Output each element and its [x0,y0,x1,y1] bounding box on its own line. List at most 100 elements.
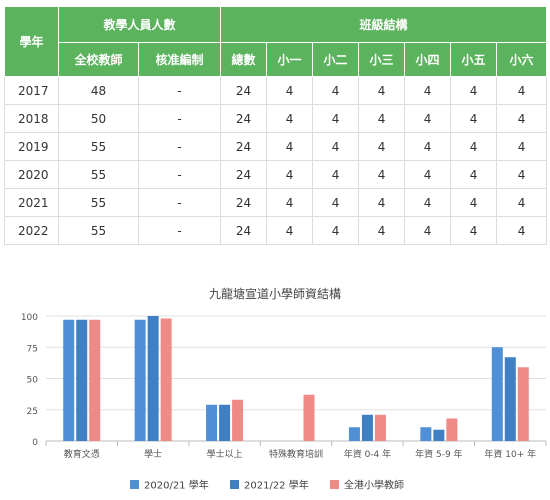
cell-p6: 4 [496,132,548,161]
cell-teachers: 48 [58,76,139,105]
cell-year: 2021 [4,188,59,217]
cell-p5: 4 [450,132,498,161]
y-tick-label: 100 [21,313,38,323]
table-row: 2022 55 - 24 4 4 4 4 4 4 [4,216,548,245]
cell-p4: 4 [404,76,452,105]
cell-p2: 4 [312,104,360,133]
bar [232,399,244,441]
cell-approved: - [138,216,222,245]
cell-p4: 4 [404,132,452,161]
cell-total-classes: 24 [220,132,268,161]
cell-p3: 4 [358,104,406,133]
cell-approved: - [138,104,222,133]
header-class-structure: 班級結構 [220,6,548,43]
cell-p2: 4 [312,188,360,217]
cell-year: 2019 [4,132,59,161]
teacher-qualification-chart: 九龍塘宣道小學師資結構 0 25 50 75 100 教育文憑 學士 學士以上 特殊教育培訓 年… [21,286,547,492]
header-p5: 小五 [450,42,498,77]
cell-p1: 4 [266,160,314,189]
cell-p2: 4 [312,216,360,245]
cell-p1: 4 [266,132,314,161]
cell-year: 2018 [4,104,59,133]
table-row: 2021 55 - 24 4 4 4 4 4 4 [4,188,548,217]
legend-label: 全港小學教師 [344,479,404,492]
y-tick-label: 0 [32,438,38,448]
cell-p5: 4 [450,216,498,245]
bar [206,404,218,441]
cell-p2: 4 [312,160,360,189]
table-row: 2020 55 - 24 4 4 4 4 4 4 [4,160,548,189]
cell-p6: 4 [496,188,548,217]
bar [361,414,373,441]
table-row: 2019 55 - 24 4 4 4 4 4 4 [4,132,548,161]
cell-p6: 4 [496,104,548,133]
header-p6: 小六 [496,42,548,77]
cell-p1: 4 [266,216,314,245]
bar [303,394,315,441]
legend-label: 2021/22 學年 [244,479,309,492]
cell-teachers: 55 [58,132,139,161]
table-row: 2017 48 - 24 4 4 4 4 4 4 [4,76,548,105]
header-total-teachers: 全校教師 [58,42,139,77]
cell-p5: 4 [450,104,498,133]
bar [433,429,445,441]
bar [517,367,529,441]
bar [147,316,159,441]
cell-p6: 4 [496,76,548,105]
bar [374,414,386,441]
cell-total-classes: 24 [220,76,268,105]
bar [160,318,172,441]
bar [76,319,88,441]
cell-p4: 4 [404,216,452,245]
cell-p3: 4 [358,216,406,245]
x-tick-label: 學士以上 [207,448,243,460]
cell-year: 2017 [4,76,59,105]
x-tick-label: 年資 10+ 年 [484,448,536,460]
cell-approved: - [138,76,222,105]
cell-p4: 4 [404,104,452,133]
cell-year: 2022 [4,216,59,245]
legend-label: 2020/21 學年 [144,479,209,492]
cell-approved: - [138,188,222,217]
cell-p1: 4 [266,104,314,133]
y-tick-label: 25 [27,407,38,417]
header-total-classes: 總數 [220,42,268,77]
chart-title: 九龍塘宣道小學師資結構 [209,286,341,301]
x-tick-label: 學士 [144,448,162,460]
cell-teachers: 55 [58,216,139,245]
x-tick-label: 教育文憑 [64,448,100,460]
x-tick-label: 年資 5-9 年 [415,448,462,460]
cell-p3: 4 [358,188,406,217]
cell-p5: 4 [450,188,498,217]
header-year: 學年 [4,6,59,77]
table-row: 2018 50 - 24 4 4 4 4 4 4 [4,104,548,133]
cell-approved: - [138,160,222,189]
cell-p5: 4 [450,160,498,189]
header-p4: 小四 [404,42,452,77]
cell-p2: 4 [312,76,360,105]
cell-p5: 4 [450,76,498,105]
cell-approved: - [138,132,222,161]
bar [420,427,432,441]
legend-swatch [130,480,139,489]
cell-p6: 4 [496,216,548,245]
legend-swatch [230,480,239,489]
bar [491,347,503,441]
cell-p1: 4 [266,188,314,217]
header-p1: 小一 [266,42,314,77]
x-tick-label: 年資 0-4 年 [344,448,391,460]
cell-p3: 4 [358,160,406,189]
cell-total-classes: 24 [220,104,268,133]
cell-p1: 4 [266,76,314,105]
header-teaching-staff: 教學人員人數 [57,6,222,43]
header-p3: 小三 [358,42,406,77]
teaching-staff-table: 學年 教學人員人數 班級結構 全校教師 核准編制 總數 小一 小二 小三 小四 … [4,6,548,245]
cell-p3: 4 [358,132,406,161]
y-tick-label: 50 [27,376,39,386]
x-tick-label: 特殊教育培訓 [269,448,323,460]
cell-p6: 4 [496,160,548,189]
bar [504,357,516,441]
cell-teachers: 55 [58,188,139,217]
cell-p2: 4 [312,132,360,161]
bar [89,319,101,441]
